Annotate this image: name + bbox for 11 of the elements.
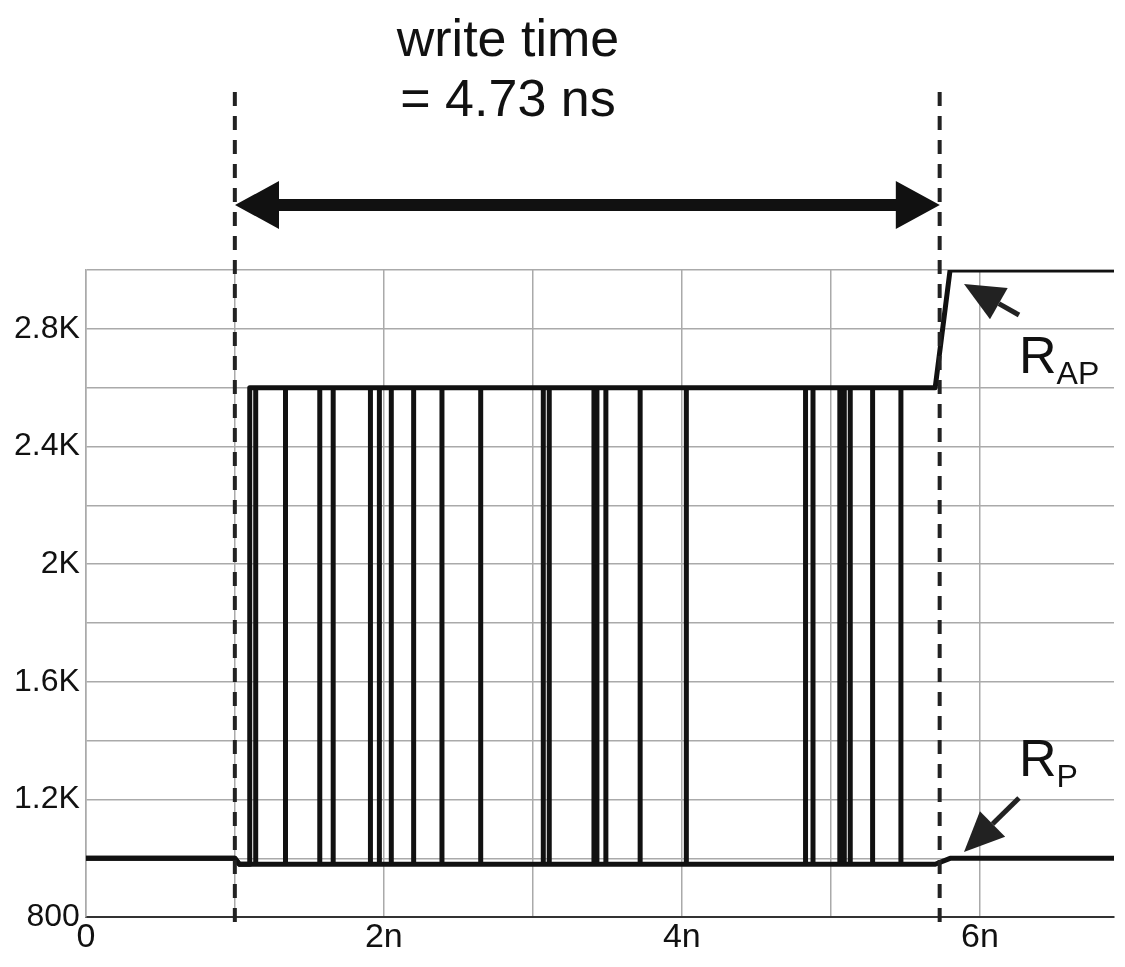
- series-label: R$_{AP}$: [1019, 325, 1100, 394]
- y-tick-label: 2K: [40, 544, 80, 581]
- x-tick-label: 6n: [960, 915, 999, 954]
- chart-title: write time = 4.73 ns: [395, 8, 621, 128]
- y-tick-label: 2.8K: [14, 308, 80, 345]
- y-tick-label: 2.4K: [14, 426, 80, 463]
- y-tick-label: 1.2K: [14, 779, 80, 816]
- series-label: R$_{P}$: [1019, 728, 1078, 797]
- y-tick-label: 1.6K: [14, 661, 80, 698]
- x-tick-label: 4n: [662, 915, 701, 954]
- x-tick-label: 2n: [364, 915, 403, 954]
